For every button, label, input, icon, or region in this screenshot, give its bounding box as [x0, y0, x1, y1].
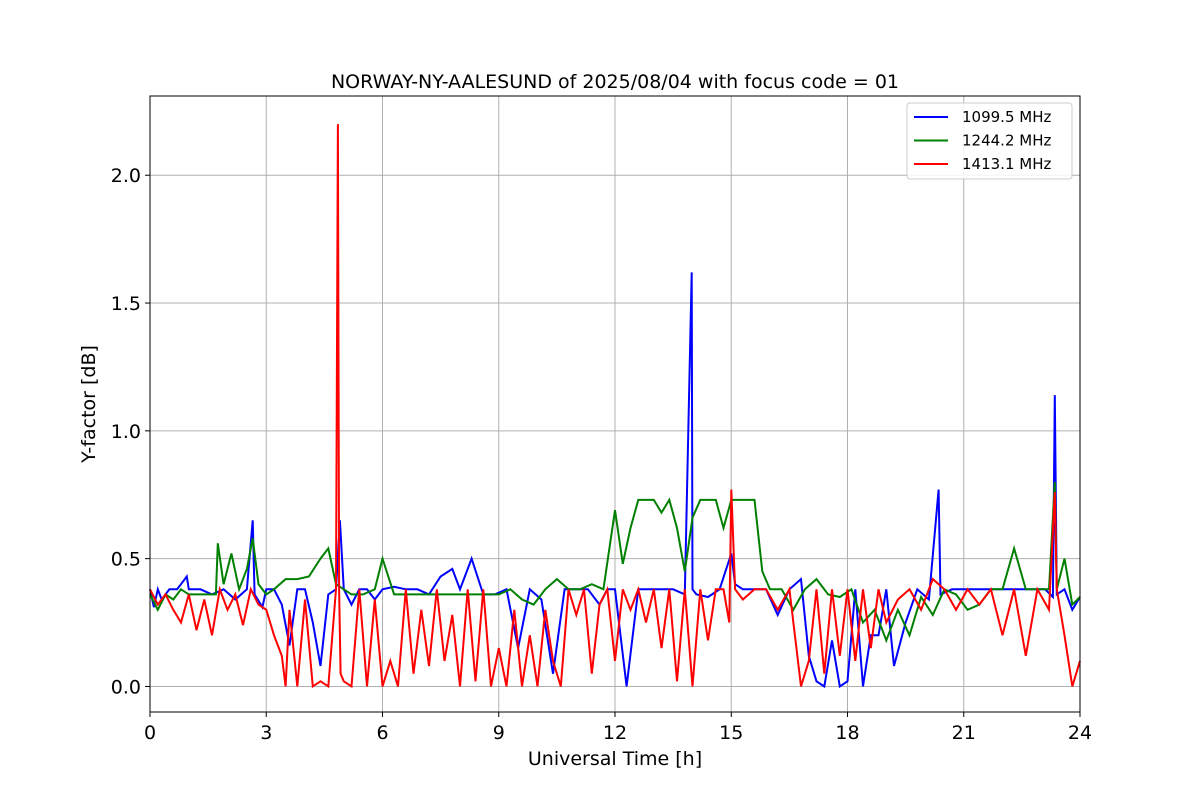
series-layer	[149, 124, 1081, 689]
x-tick-label: 0	[144, 722, 156, 744]
y-axis-title: Y-factor [dB]	[78, 345, 100, 464]
y-tick-label: 0.0	[111, 676, 141, 698]
x-tick-label: 18	[835, 722, 859, 744]
x-axis-title: Universal Time [h]	[528, 748, 702, 770]
y-tick-label: 0.5	[111, 549, 141, 571]
legend-label: 1244.2 MHz	[962, 132, 1051, 150]
x-tick-label: 6	[376, 722, 388, 744]
x-tick-label: 15	[719, 722, 743, 744]
legend: 1099.5 MHz 1244.2 MHz 1413.1 MHz	[906, 102, 1073, 180]
x-tick-label: 24	[1068, 722, 1092, 744]
series-line-1413-1-mhz	[149, 124, 1081, 689]
x-tick-label: 9	[493, 722, 505, 744]
x-axis: 0 3 6 9 12 15 18 21 24	[144, 712, 1092, 744]
legend-box	[906, 102, 1073, 180]
x-tick-label: 21	[952, 722, 976, 744]
x-tick-label: 12	[603, 722, 627, 744]
y-tick-label: 2.0	[111, 165, 141, 187]
chart-title: NORWAY-NY-AALESUND of 2025/08/04 with fo…	[331, 71, 899, 93]
y-tick-label: 1.5	[111, 293, 141, 315]
y-tick-label: 1.0	[111, 421, 141, 443]
series-line-1244-2-mhz	[149, 481, 1081, 644]
legend-label: 1099.5 MHz	[962, 108, 1051, 126]
y-axis: 0.0 0.5 1.0 1.5 2.0	[111, 165, 150, 698]
x-tick-label: 3	[260, 722, 272, 744]
legend-label: 1413.1 MHz	[962, 155, 1051, 173]
